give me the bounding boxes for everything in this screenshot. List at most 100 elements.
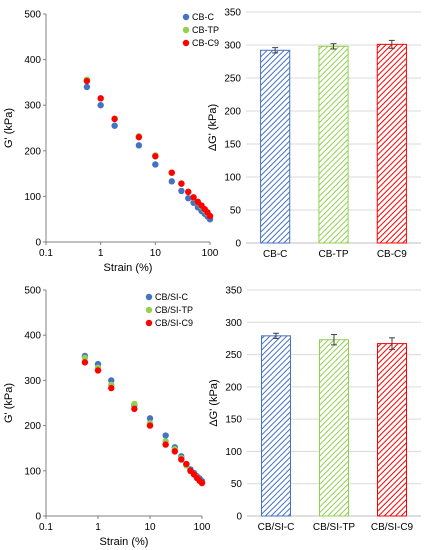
data-point (162, 441, 169, 448)
y-tick-label: 150 (225, 415, 242, 426)
data-point (185, 188, 192, 196)
category-label: CB/SI-TP (313, 522, 356, 533)
data-point (185, 195, 192, 202)
x-tick-label: 1 (98, 248, 104, 259)
y-tick-label: 100 (225, 447, 242, 458)
x-tick-label: 10 (150, 248, 162, 259)
y-tick-label: 100 (24, 466, 41, 477)
scatter-panel-cb: 0 100 200 300 400 500 0.1 1 10 100 Strain (%) G' (k… (3, 10, 219, 275)
y-tick-label: 200 (225, 382, 242, 393)
y-tick-label: 300 (224, 41, 241, 52)
scatter-panel-cbsi: 0 100 200 300 400 500 0.1 1 10 100 Strain (%) G' (k… (3, 286, 211, 549)
category-label: CB-C9 (377, 249, 407, 260)
y-tick-label: 200 (24, 146, 41, 157)
y-axis-title: ΔG' (kPa) (208, 379, 220, 426)
legend-marker (182, 26, 190, 34)
x-tick-label: 100 (202, 248, 219, 259)
data-point (152, 153, 159, 160)
data-point (81, 359, 89, 366)
data-point (206, 212, 214, 220)
data-point (81, 354, 89, 361)
y-tick-label: 500 (24, 10, 41, 21)
y-tick-label: 50 (230, 206, 242, 217)
y-tick-label: 300 (24, 101, 41, 112)
y-tick-label: 250 (225, 350, 242, 361)
legend-marker (145, 319, 153, 327)
data-point (94, 367, 102, 374)
data-point (131, 405, 138, 413)
legend-label: CB-TP (192, 25, 219, 35)
y-tick-label: 100 (24, 192, 41, 203)
y-tick-label: 350 (224, 8, 241, 19)
bar-panel-cbsi: 0 50 100 150 200 250 300 350 CB/SI-C CB/SI-TP CB/S… (208, 286, 421, 533)
y-tick-label: 200 (224, 107, 241, 118)
data-point (178, 180, 185, 187)
data-point (168, 178, 175, 185)
data-point (168, 169, 175, 176)
x-axis-title: Strain (%) (104, 262, 153, 274)
legend-label: CB/SI-TP (155, 305, 193, 315)
y-tick-label: 300 (24, 376, 41, 387)
data-point (171, 448, 179, 455)
data-point (152, 161, 159, 168)
data-point (178, 456, 185, 463)
bar (377, 343, 407, 517)
bar (260, 49, 291, 244)
category-label: CB/SI-C (258, 522, 295, 533)
legend-label: CB/SI-C (155, 292, 189, 302)
legend-label: CB/SI-C9 (155, 318, 193, 328)
data-point (131, 400, 138, 408)
data-point (97, 95, 104, 102)
data-point (178, 187, 185, 195)
data-point (198, 479, 206, 487)
data-point (146, 422, 154, 429)
y-tick-label: 0 (35, 238, 41, 249)
y-tick-label: 50 (231, 479, 243, 490)
category-label: CB/SI-C9 (371, 522, 414, 533)
legend-label: CB-C (192, 12, 214, 22)
x-tick-label: 100 (194, 522, 211, 533)
x-axis-title: Strain (%) (100, 536, 149, 548)
y-tick-label: 250 (224, 74, 241, 85)
data-point (135, 142, 143, 149)
data-point (162, 432, 169, 439)
data-point (111, 115, 118, 123)
data-point (108, 377, 115, 384)
y-axis-title: G' (kPa) (3, 383, 15, 423)
legend-marker (182, 39, 190, 47)
y-tick-label: 0 (235, 239, 241, 250)
legend-marker (145, 293, 153, 301)
data-point (108, 384, 115, 392)
y-tick-label: 0 (35, 512, 41, 523)
y-tick-label: 400 (24, 55, 41, 66)
data-point (83, 83, 91, 91)
data-point (83, 77, 91, 85)
y-tick-label: 150 (224, 140, 241, 151)
bar (319, 339, 349, 517)
y-axis-title: G' (kPa) (3, 108, 15, 148)
y-tick-label: 100 (224, 173, 241, 184)
y-tick-label: 400 (24, 331, 41, 342)
x-tick-label: 0.1 (39, 248, 53, 259)
y-tick-label: 0 (236, 512, 242, 523)
bar-panel-cb: 0 50 100 150 200 250 300 350 CB-C CB-TP CB-C9 ΔG' (… (207, 8, 421, 260)
legend-marker (182, 13, 190, 21)
category-label: CB-C (263, 249, 287, 260)
bar (376, 43, 407, 244)
y-axis-title: ΔG' (kPa) (207, 104, 219, 151)
legend-label: CB-C9 (192, 38, 219, 48)
bar (261, 335, 291, 517)
data-point (190, 194, 197, 201)
bar (318, 45, 349, 244)
y-tick-label: 500 (24, 286, 41, 297)
y-tick-label: 300 (225, 318, 242, 329)
data-point (97, 102, 104, 109)
data-point (135, 133, 143, 141)
x-tick-label: 10 (144, 522, 156, 533)
x-tick-label: 1 (95, 522, 101, 533)
x-tick-label: 0.1 (39, 522, 53, 533)
legend-marker (145, 306, 153, 314)
category-label: CB-TP (319, 249, 349, 260)
y-tick-label: 200 (24, 421, 41, 432)
